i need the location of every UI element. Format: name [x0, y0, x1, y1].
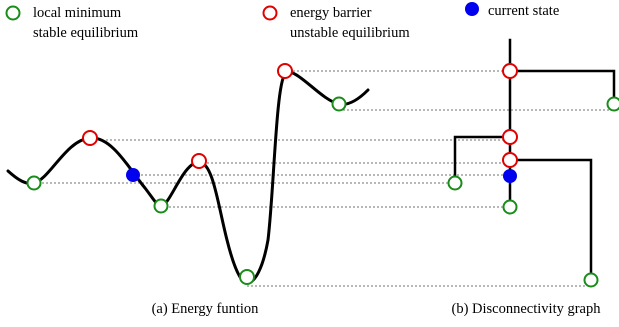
legend-energy-barrier-icon [264, 7, 277, 20]
legend-stable-equilibrium-label: stable equilibrium [33, 25, 139, 41]
graph-middle-barrier-node-icon [503, 153, 517, 167]
current-state-point-icon [126, 168, 140, 182]
graph-middle-minimum-node-icon [504, 201, 517, 214]
graph-right-minimum-node-icon [608, 98, 619, 111]
graph-current-state-node-icon [503, 169, 517, 183]
energy-function-curve [8, 72, 368, 283]
tree-branch-left-minimum [455, 137, 510, 176]
legend-energy-barrier-label: energy barrier [290, 5, 372, 21]
legend: local minimum stable equilibrium energy … [7, 2, 560, 41]
right-minimum-point-icon [333, 98, 346, 111]
left-minimum-point-icon [28, 177, 41, 190]
disconnectivity-graph-tree [455, 40, 614, 274]
legend-current-state-icon [465, 2, 479, 16]
graph-high-barrier-node-icon [503, 64, 517, 78]
graph-left-barrier-node-icon [503, 130, 517, 144]
legend-local-minimum-label: local minimum [33, 5, 122, 21]
middle-minimum-point-icon [155, 200, 168, 213]
legend-unstable-equilibrium-label: unstable equilibrium [290, 25, 410, 41]
caption-energy-function: (a) Energy funtion [152, 301, 260, 317]
energy-function-points [28, 64, 346, 284]
tree-branch-right-minimum [510, 71, 614, 97]
tree-branch-global-minimum [510, 160, 591, 274]
graph-global-minimum-node-icon [585, 274, 598, 287]
global-minimum-point-icon [240, 270, 254, 284]
graph-left-minimum-node-icon [449, 177, 462, 190]
caption-disconnectivity-graph: (b) Disconnectivity graph [452, 301, 602, 317]
legend-current-state-label: current state [488, 3, 559, 19]
high-barrier-point-icon [278, 64, 292, 78]
left-barrier-point-icon [83, 131, 97, 145]
dotted-connectors [34, 71, 614, 286]
legend-local-minimum-icon [7, 7, 20, 20]
middle-barrier-point-icon [192, 154, 206, 168]
